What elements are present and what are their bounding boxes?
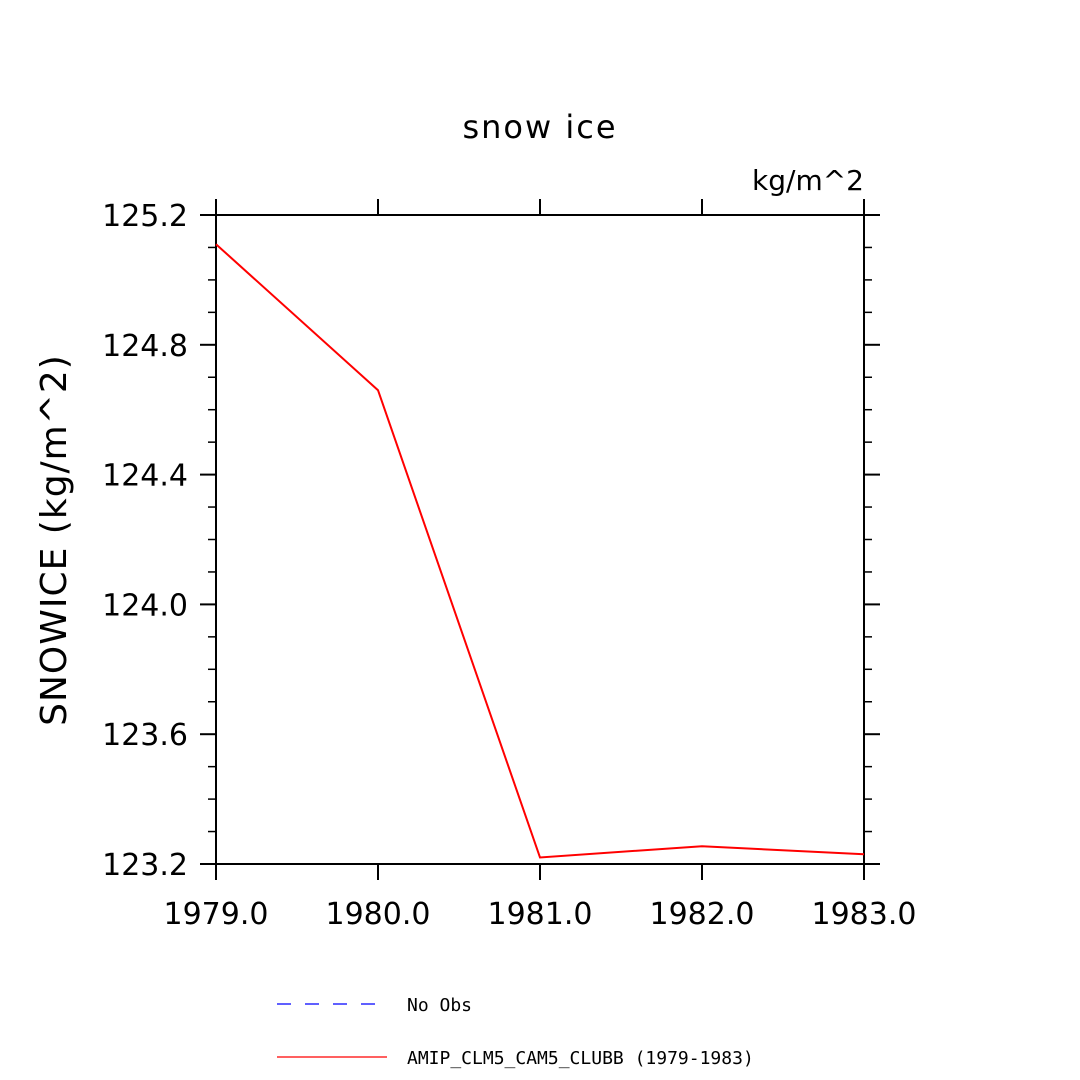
y-tick-label: 123.2	[102, 848, 188, 883]
y-tick-label: 124.8	[102, 329, 188, 364]
x-tick-label: 1983.0	[812, 897, 917, 932]
y-tick-label: 123.6	[102, 718, 188, 753]
x-tick-label: 1979.0	[164, 897, 269, 932]
legend-label-0: No Obs	[407, 995, 472, 1016]
plot-area: 1979.0 1980.0 1981.0 1982.0 1983.0 123.2 123.6…	[102, 199, 916, 932]
legend-label-1: AMIP_CLM5_CAM5_CLUBB (1979-1983)	[407, 1048, 754, 1069]
x-tick-label: 1981.0	[488, 897, 593, 932]
x-tick-label: 1982.0	[650, 897, 755, 932]
y-tick-label: 124.4	[102, 459, 188, 494]
series-line-1	[215, 243, 865, 859]
chart-title: snow ice	[462, 108, 617, 146]
x-tick-label: 1980.0	[326, 897, 431, 932]
y-tick-label: 124.0	[102, 588, 188, 623]
y-axis-label: SNOWICE (kg/m^2)	[34, 354, 75, 726]
y-tick-label: 125.2	[102, 199, 188, 234]
units-label: kg/m^2	[752, 164, 864, 197]
legend: No Obs AMIP_CLM5_CAM5_CLUBB (1979-1983)	[277, 995, 754, 1069]
